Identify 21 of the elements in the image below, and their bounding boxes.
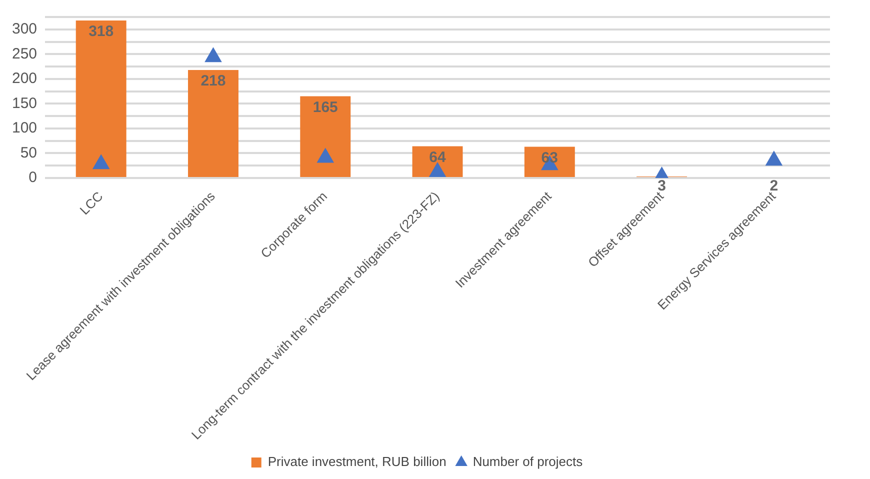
- bar: [188, 70, 238, 177]
- data-label: 64: [429, 148, 447, 166]
- y-tick-label: 300: [12, 20, 38, 38]
- y-tick-label: 150: [12, 94, 38, 112]
- point: [92, 154, 110, 170]
- bar: [300, 96, 351, 177]
- point: [317, 148, 334, 163]
- data-label: 218: [200, 72, 226, 90]
- point: [766, 151, 782, 166]
- data-label: 63: [541, 149, 558, 166]
- y-tick-label: 250: [12, 45, 38, 62]
- data-label: 318: [88, 23, 114, 40]
- y-tick-label: 0: [28, 169, 38, 186]
- data-label: 165: [312, 98, 338, 116]
- y-tick-label: 200: [12, 70, 38, 88]
- legend-label: Number of projects: [472, 454, 584, 470]
- point: [204, 48, 222, 62]
- legend-label: Private investment, RUB billion: [268, 454, 446, 470]
- y-tick-label: 100: [12, 120, 38, 137]
- y-tick-label: 50: [20, 144, 38, 162]
- bar: [76, 20, 126, 177]
